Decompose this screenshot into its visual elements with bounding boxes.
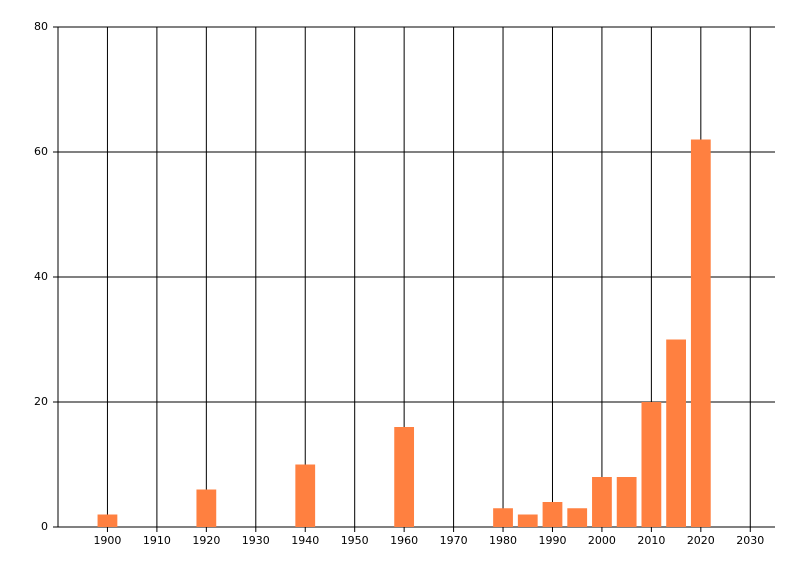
x-tick-label: 2030 <box>736 534 764 547</box>
bar <box>616 477 637 527</box>
x-tick-label: 1920 <box>192 534 220 547</box>
bar <box>567 508 588 527</box>
y-tick-label: 80 <box>34 20 48 33</box>
bar <box>394 427 415 527</box>
y-tick-label: 0 <box>41 520 48 533</box>
x-tick-label: 2020 <box>687 534 715 547</box>
x-tick-label: 1960 <box>390 534 418 547</box>
y-tick-label: 20 <box>34 395 48 408</box>
bar <box>97 514 118 527</box>
bar <box>493 508 513 527</box>
x-tick-label: 1910 <box>143 534 171 547</box>
bar <box>196 489 217 527</box>
bar <box>542 502 563 527</box>
bar <box>690 139 711 527</box>
y-tick-label: 60 <box>34 145 48 158</box>
bar <box>592 477 612 527</box>
y-tick-label: 40 <box>34 270 48 283</box>
x-tick-label: 1990 <box>538 534 566 547</box>
x-tick-label: 1930 <box>242 534 270 547</box>
bar <box>295 464 316 527</box>
x-tick-label: 1980 <box>489 534 517 547</box>
x-tick-label: 1970 <box>440 534 468 547</box>
x-tick-label: 2010 <box>637 534 665 547</box>
bar <box>641 402 662 527</box>
bar <box>517 514 538 527</box>
x-tick-label: 2000 <box>588 534 616 547</box>
bar <box>666 339 686 527</box>
x-tick-label: 1900 <box>93 534 121 547</box>
x-tick-label: 1950 <box>341 534 369 547</box>
x-tick-label: 1940 <box>291 534 319 547</box>
